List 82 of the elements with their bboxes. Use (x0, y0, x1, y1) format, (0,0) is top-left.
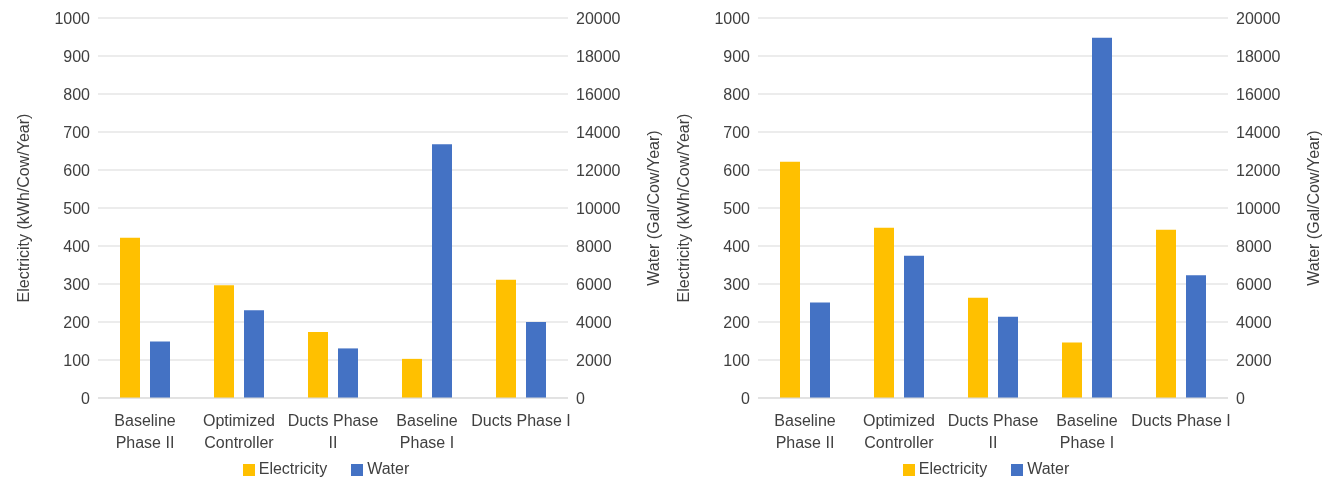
bar (1156, 229, 1176, 398)
bar (780, 161, 800, 398)
bar (338, 348, 358, 398)
y-tick-label: 700 (723, 123, 751, 141)
y-tick-label: 600 (63, 161, 91, 179)
x-tick-label: Baseline Phase I (1056, 412, 1118, 451)
y-tick-label: 200 (723, 313, 751, 331)
x-tick-label: Ducts Phase II (947, 412, 1039, 451)
bar (308, 331, 328, 398)
y2-tick-label: 14000 (1236, 123, 1281, 141)
y-tick-label: 500 (63, 199, 91, 217)
y-tick-label: 100 (723, 351, 751, 369)
y2-tick-label: 6000 (1236, 275, 1272, 293)
y-tick-label: 900 (723, 47, 751, 65)
y2-tick-label: 0 (576, 389, 585, 407)
y2-tick-label: 16000 (1236, 85, 1281, 103)
y-tick-label: 0 (81, 389, 91, 407)
bar (1062, 342, 1082, 398)
legend-label: Water (1027, 460, 1070, 477)
y2-tick-label: 14000 (576, 123, 621, 141)
y2-tick-label: 8000 (1236, 237, 1272, 255)
bar (120, 237, 140, 398)
legend-label: Electricity (918, 460, 988, 477)
bar (214, 285, 234, 398)
y-tick-label: 100 (63, 351, 91, 369)
y2-axis-title: Water (Gal/Cow/Year) (644, 130, 662, 286)
y-tick-label: 800 (723, 85, 751, 103)
y-tick-label: 1000 (54, 9, 91, 27)
x-tick-label: Optimized Controller (202, 412, 276, 451)
bar (998, 316, 1018, 398)
y2-tick-label: 12000 (1236, 161, 1281, 179)
x-tick-label: Ducts Phase I (471, 412, 571, 429)
bar (1186, 275, 1206, 398)
y-axis-title: Electricity (kWh/Cow/Year) (674, 113, 692, 303)
bar (244, 310, 264, 398)
y2-tick-label: 6000 (576, 275, 612, 293)
y-tick-label: 1000 (714, 9, 751, 27)
x-tick-label: Optimized Controller (862, 412, 936, 451)
y2-tick-label: 20000 (576, 9, 621, 27)
y-tick-label: 300 (63, 275, 91, 293)
x-tick-label: Baseline Phase II (114, 412, 176, 451)
y-tick-label: 500 (723, 199, 751, 217)
y-tick-label: 600 (723, 161, 751, 179)
y-tick-label: 300 (723, 275, 751, 293)
legend-label: Water (367, 460, 410, 477)
y-tick-label: 400 (723, 237, 751, 255)
y-tick-label: 700 (63, 123, 91, 141)
y-tick-label: 400 (63, 237, 91, 255)
y2-tick-label: 18000 (1236, 47, 1281, 65)
bar (402, 358, 422, 398)
y-tick-label: 0 (741, 389, 751, 407)
y2-tick-label: 18000 (576, 47, 621, 65)
y2-tick-label: 10000 (576, 199, 621, 217)
bar (874, 227, 894, 398)
y2-tick-label: 8000 (576, 237, 612, 255)
y2-tick-label: 16000 (576, 85, 621, 103)
y2-tick-label: 2000 (1236, 351, 1272, 369)
y-tick-label: 900 (63, 47, 91, 65)
x-tick-label: Baseline Phase I (396, 412, 458, 451)
bar (150, 341, 170, 398)
legend-label: Electricity (258, 460, 328, 477)
y2-tick-label: 2000 (576, 351, 612, 369)
bar (810, 302, 830, 398)
y2-axis-title: Water (Gal/Cow/Year) (1304, 130, 1322, 286)
y2-tick-label: 10000 (1236, 199, 1281, 217)
y-axis-title: Electricity (kWh/Cow/Year) (14, 113, 32, 303)
bar (496, 279, 516, 398)
y-tick-label: 200 (63, 313, 91, 331)
y2-tick-label: 0 (1236, 389, 1245, 407)
x-tick-label: Ducts Phase I (1131, 412, 1231, 429)
y2-tick-label: 4000 (576, 313, 612, 331)
bar (968, 297, 988, 398)
x-tick-label: Ducts Phase II (287, 412, 379, 451)
bar (432, 144, 452, 398)
y-tick-label: 800 (63, 85, 91, 103)
bar (904, 255, 924, 398)
y2-tick-label: 4000 (1236, 313, 1272, 331)
y2-tick-label: 20000 (1236, 9, 1281, 27)
y2-tick-label: 12000 (576, 161, 621, 179)
x-tick-label: Baseline Phase II (774, 412, 836, 451)
bar (1092, 37, 1112, 398)
bar (526, 322, 546, 398)
